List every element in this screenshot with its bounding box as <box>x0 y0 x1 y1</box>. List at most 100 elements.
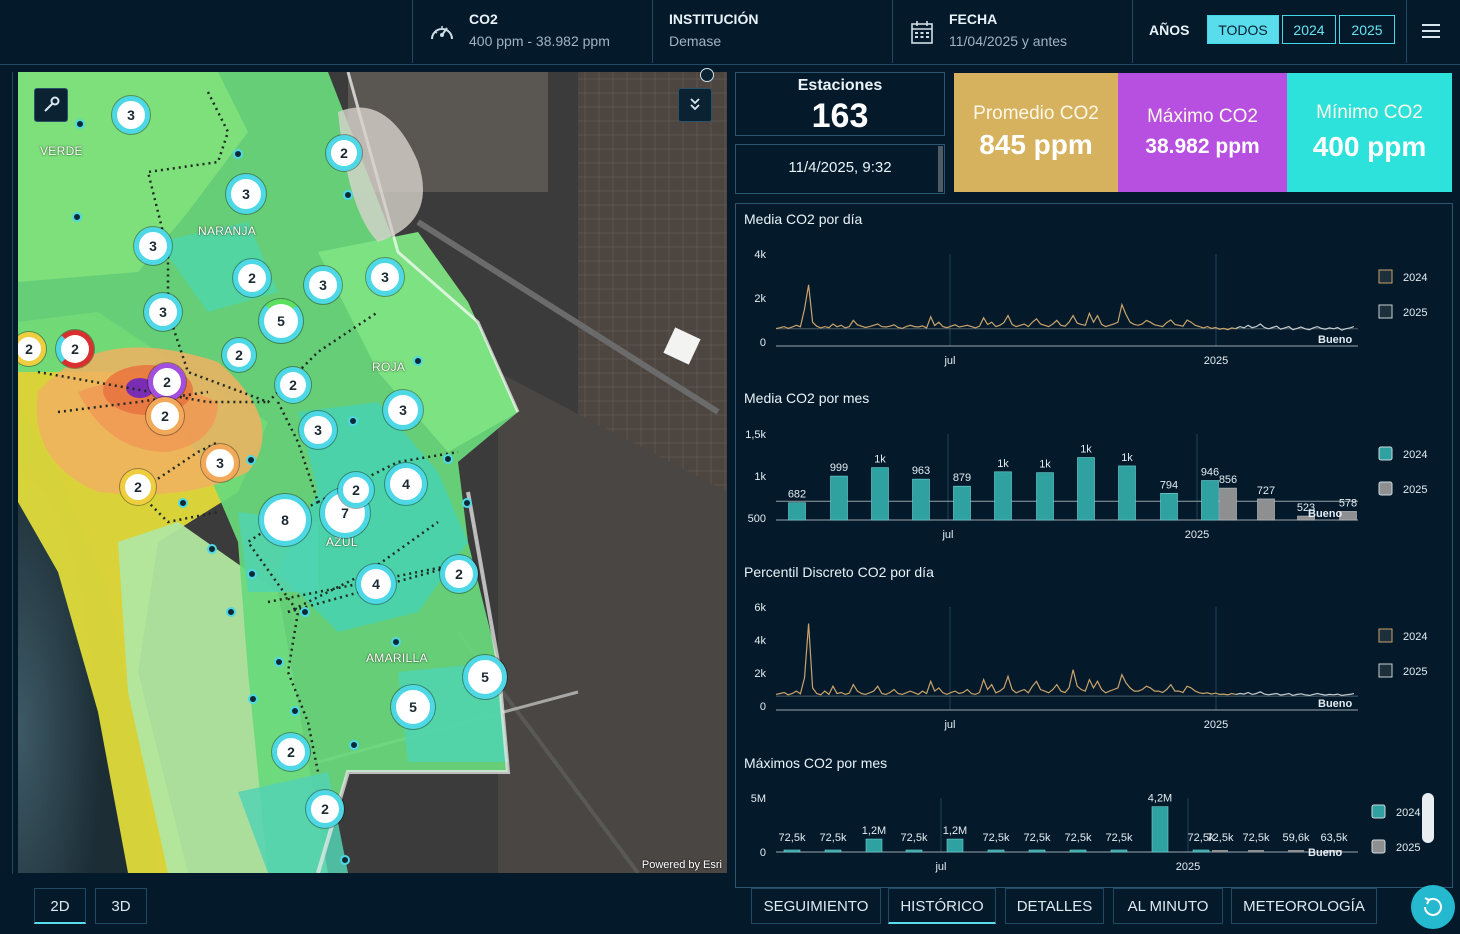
x-tick-label: 2025 <box>1176 861 1200 873</box>
tab-meteorologia[interactable]: METEOROLOGÍA <box>1231 888 1377 924</box>
station-cluster[interactable]: 2 <box>18 332 46 366</box>
station-cluster[interactable]: 3 <box>383 390 423 430</box>
station-cluster[interactable]: 5 <box>391 685 435 729</box>
station-cluster[interactable]: 3 <box>134 227 172 265</box>
station-cluster[interactable]: 2 <box>440 555 478 593</box>
bar-2024 <box>1160 493 1178 521</box>
station-cluster[interactable]: 2 <box>306 790 344 828</box>
station-cluster[interactable]: 2 <box>275 367 311 403</box>
year-todos-button[interactable]: TODOS <box>1207 15 1279 44</box>
station-cluster[interactable]: 3 <box>304 266 342 304</box>
hamburger-menu-icon[interactable] <box>1422 24 1440 38</box>
anos-label: AÑOS <box>1149 22 1190 38</box>
tab-al-minuto[interactable]: AL MINUTO <box>1113 888 1223 924</box>
station-cluster[interactable]: 4 <box>356 564 396 604</box>
station-marker[interactable] <box>391 637 401 647</box>
station-cluster[interactable]: 3 <box>299 411 337 449</box>
legend-swatch <box>1378 446 1393 461</box>
station-cluster[interactable]: 2 <box>148 363 186 401</box>
bar-data-label: 856 <box>1219 474 1237 486</box>
wrench-icon <box>44 96 60 112</box>
left-collapse-strip[interactable] <box>0 72 13 874</box>
station-marker[interactable] <box>207 544 217 554</box>
station-cluster[interactable]: 2 <box>146 397 184 435</box>
year-2025-button[interactable]: 2025 <box>1339 15 1395 44</box>
bar-2025 <box>1212 850 1228 852</box>
station-marker[interactable] <box>233 149 243 159</box>
station-marker[interactable] <box>75 119 85 129</box>
stations-timestamp: 11/4/2025, 9:32 <box>788 159 892 176</box>
station-marker[interactable] <box>247 569 257 579</box>
year-2024-button[interactable]: 2024 <box>1282 15 1336 44</box>
station-cluster[interactable]: 2 <box>326 135 362 171</box>
refresh-button[interactable] <box>1411 885 1455 929</box>
station-marker[interactable] <box>443 454 453 464</box>
series-line-2025 <box>1235 691 1355 697</box>
station-cluster[interactable]: 3 <box>226 174 266 214</box>
station-cluster[interactable]: 3 <box>201 444 239 482</box>
station-cluster[interactable]: 2 <box>272 733 310 771</box>
bar-data-label: 578 <box>1339 497 1357 509</box>
station-marker[interactable] <box>274 657 284 667</box>
bar-data-label: 72,5k <box>1243 832 1270 844</box>
station-cluster[interactable]: 2 <box>338 472 374 508</box>
fecha-filter[interactable]: FECHA 11/04/2025 y antes <box>892 0 1133 63</box>
legend-swatch <box>1378 269 1393 284</box>
expand-icon[interactable] <box>700 68 714 82</box>
view-2d-button[interactable]: 2D <box>34 888 86 924</box>
station-marker[interactable] <box>72 212 82 222</box>
kpi-maximo: Máximo CO2 38.982 ppm <box>1118 73 1287 192</box>
station-cluster[interactable]: 3 <box>112 96 150 134</box>
station-cluster[interactable]: 2 <box>56 330 94 368</box>
map-view[interactable]: VERDE NARANJA ROJA AZUL AMARILLA 3 2 3 3… <box>18 72 727 873</box>
tab-seguimiento[interactable]: SEGUIMIENTO <box>751 888 881 924</box>
station-cluster[interactable]: 5 <box>463 655 507 699</box>
zone-label-naranja: NARANJA <box>198 224 257 238</box>
bar-2024 <box>1192 849 1210 853</box>
institucion-filter[interactable]: INSTITUCIÓN Demase <box>652 0 893 63</box>
threshold-label: Bueno <box>1318 698 1353 710</box>
co2-filter[interactable]: CO2 400 ppm - 38.982 ppm <box>412 0 653 63</box>
station-cluster[interactable]: 3 <box>144 293 182 331</box>
station-marker[interactable] <box>340 855 350 865</box>
bar-2024 <box>994 471 1012 521</box>
bar-2024 <box>1077 457 1095 521</box>
station-cluster[interactable]: 2 <box>222 338 256 372</box>
series-line-2024 <box>775 284 1237 331</box>
tab-detalles[interactable]: DETALLES <box>1005 888 1104 924</box>
x-tick-label: 2025 <box>1204 355 1228 367</box>
station-marker[interactable] <box>300 607 310 617</box>
bar-2024 <box>824 849 842 853</box>
tab-historico[interactable]: HISTÓRICO <box>888 888 996 924</box>
bar-data-label: 946 <box>1201 467 1219 479</box>
station-cluster[interactable]: 5 <box>259 299 303 343</box>
map-collapse-button[interactable] <box>678 88 712 122</box>
map-tools-button[interactable] <box>34 88 68 122</box>
threshold-label: Bueno <box>1308 847 1343 859</box>
station-cluster[interactable]: 2 <box>233 259 271 297</box>
station-marker[interactable] <box>248 694 258 704</box>
station-cluster[interactable]: 3 <box>366 258 404 296</box>
view-3d-button[interactable]: 3D <box>95 888 147 924</box>
station-marker[interactable] <box>348 416 358 426</box>
legend-swatch <box>1371 839 1386 854</box>
station-cluster[interactable]: 2 <box>120 469 156 505</box>
bar-data-label: 1k <box>1039 459 1051 471</box>
station-marker[interactable] <box>413 356 423 366</box>
stations-label: Estaciones <box>797 77 883 94</box>
bar-data-label: 879 <box>953 472 971 484</box>
station-marker[interactable] <box>462 498 472 508</box>
charts-scrollbar-thumb[interactable] <box>1422 793 1434 843</box>
station-marker[interactable] <box>226 607 236 617</box>
legend-swatch <box>1378 481 1393 496</box>
chart-title: Percentil Discreto CO2 por día <box>744 564 934 580</box>
station-marker[interactable] <box>290 706 300 716</box>
station-cluster[interactable]: 4 <box>385 463 427 505</box>
station-marker[interactable] <box>178 498 188 508</box>
station-cluster[interactable]: 8 <box>259 494 311 546</box>
station-marker[interactable] <box>349 740 359 750</box>
station-marker[interactable] <box>343 190 353 200</box>
timestamp-scrollbar[interactable] <box>938 146 943 192</box>
x-tick-label: jul <box>934 861 946 873</box>
station-marker[interactable] <box>246 455 256 465</box>
